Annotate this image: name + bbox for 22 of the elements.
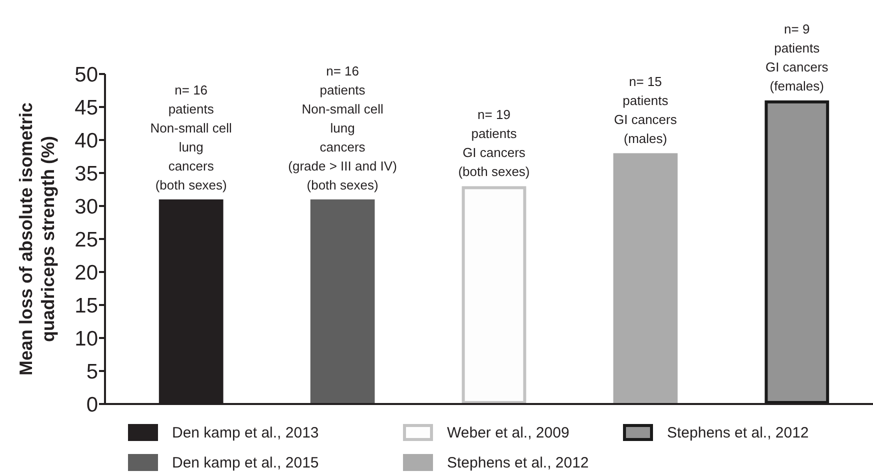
annotation: n= 16 patients Non-small cell lung cancers (grade > III and IV) (both sexes): [288, 63, 397, 192]
y-tick-label: 30: [74, 195, 98, 218]
legend-label: Den kamp et al., 2015: [172, 454, 319, 472]
annotation: n= 16 patients Non-small cell lung cancers (both sexes): [150, 82, 232, 192]
legend-label: Stephens et al., 2012: [447, 454, 589, 472]
legend-label: Den kamp et al., 2013: [172, 424, 319, 442]
y-tick-label: 0: [86, 393, 98, 416]
annotation: n= 9 patients GI cancers (females): [765, 21, 829, 94]
y-tick-label: 45: [74, 96, 98, 120]
annotation: n= 19 patients GI cancers (both sexes): [458, 107, 530, 180]
y-tick-label: 25: [74, 228, 98, 252]
y-tick-label: 50: [74, 63, 98, 86]
y-tick-label: 20: [74, 261, 98, 284]
legend-label: Stephens et al., 2012: [667, 424, 809, 442]
y-tick-label: 40: [74, 129, 98, 152]
y-tick-label: 15: [74, 294, 98, 318]
y-axis-title: Mean loss of absolute isometric quadriceps strength (%): [16, 102, 58, 376]
legend-label: Weber et al., 2009: [447, 424, 570, 442]
y-tick-label: 10: [74, 327, 98, 350]
y-tick-label: 35: [74, 162, 98, 186]
y-tick-label: 5: [86, 360, 98, 384]
annotation: n= 15 patients GI cancers (males): [614, 74, 678, 146]
